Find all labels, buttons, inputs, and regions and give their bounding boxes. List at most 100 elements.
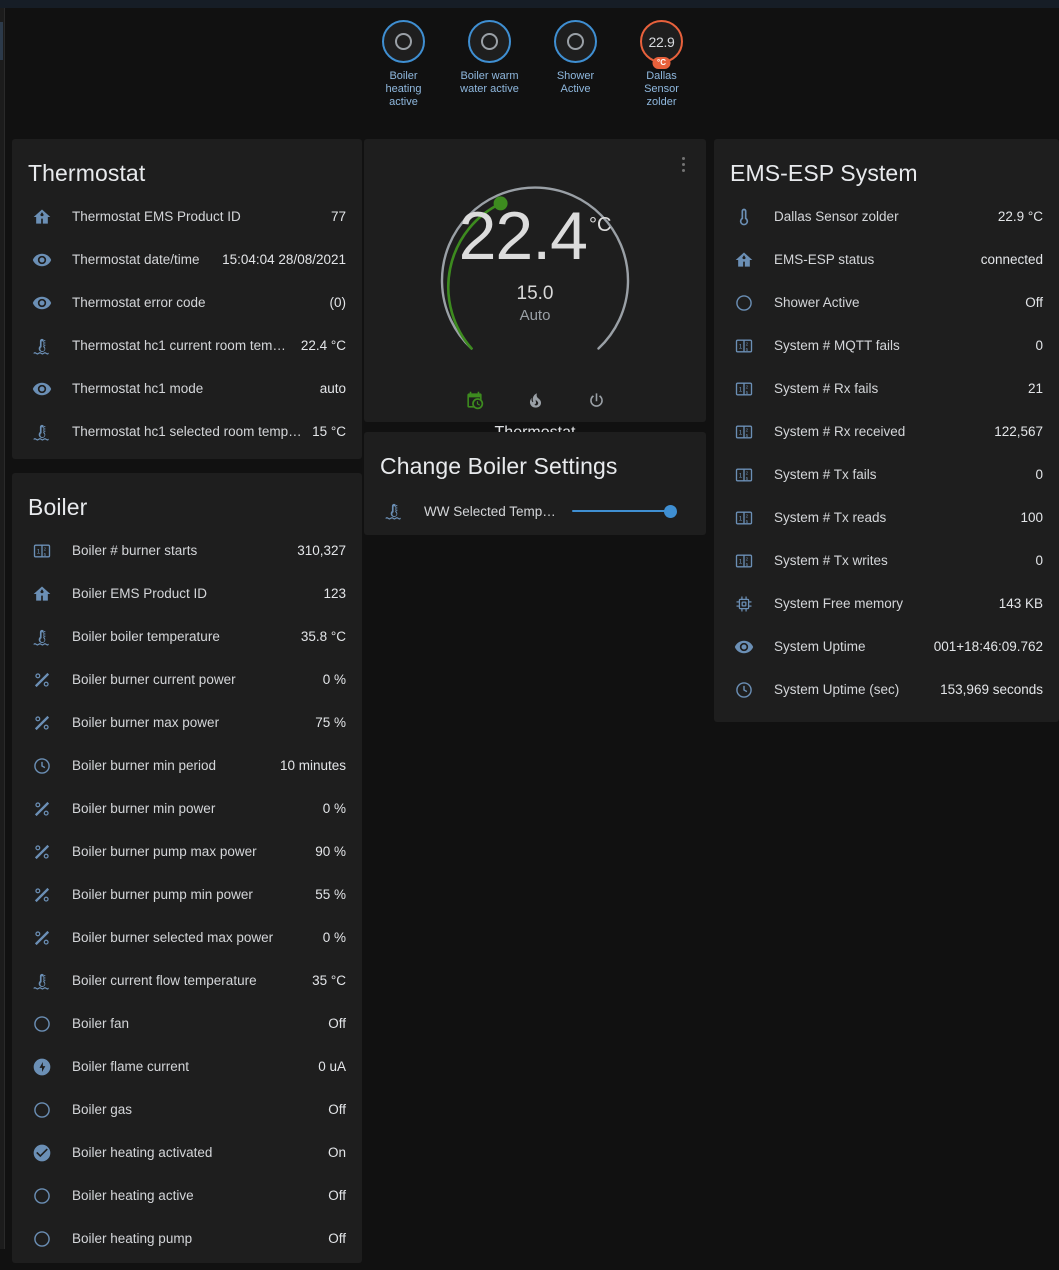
- entity-row[interactable]: Boiler fan Off: [28, 1002, 346, 1045]
- entity-value: 0 %: [322, 672, 346, 687]
- entity-row[interactable]: Boiler burner pump max power 90 %: [28, 830, 346, 873]
- temperature-dial[interactable]: 22.4 °C 15.0 Auto: [405, 153, 665, 383]
- entity-row[interactable]: 1 2 5 System # Tx reads 100: [730, 496, 1043, 539]
- entity-row-list: Thermostat EMS Product ID 77 Thermostat da…: [12, 195, 362, 463]
- entity-row[interactable]: 1 2 5 System # Rx received 122,567: [730, 410, 1043, 453]
- coolant-temperature-icon: [380, 499, 408, 523]
- dots-vertical-icon[interactable]: [672, 151, 694, 177]
- entity-value: auto: [319, 381, 346, 396]
- entity-name: System Free memory: [774, 596, 904, 611]
- entity-name: Boiler burner min power: [72, 801, 216, 816]
- home-thermometer-icon: [28, 582, 56, 606]
- svg-text:1: 1: [739, 386, 743, 393]
- entity-row[interactable]: Boiler burner min period 10 minutes: [28, 744, 346, 787]
- entity-row[interactable]: Boiler burner pump min power 55 %: [28, 873, 346, 916]
- entity-name: System # MQTT fails: [774, 338, 900, 353]
- entity-row[interactable]: 1 2 5 System # MQTT fails 0: [730, 324, 1043, 367]
- entity-row[interactable]: 1 2 5 System # Tx fails 0: [730, 453, 1043, 496]
- entity-name: EMS-ESP status: [774, 252, 875, 267]
- circle-outline-icon: [28, 1184, 56, 1208]
- entity-row[interactable]: Thermostat error code (0): [28, 281, 346, 324]
- entity-row[interactable]: System Uptime 001+18:46:09.762: [730, 625, 1043, 668]
- temperature-unit: °C: [588, 214, 612, 237]
- svg-text:5: 5: [746, 433, 749, 438]
- badge-row: Boiler heating active Boiler warm water a…: [6, 20, 1059, 109]
- entity-name: Boiler fan: [72, 1016, 130, 1031]
- entity-value: 122,567: [994, 424, 1043, 439]
- entity-row[interactable]: Thermostat hc1 selected room temper… 15 °…: [28, 410, 346, 453]
- entity-name: Thermostat hc1 current room temper…: [72, 338, 291, 353]
- entity-row[interactable]: Boiler burner selected max power 0 %: [28, 916, 346, 959]
- badge-label: Dallas Sensor zolder: [644, 70, 679, 108]
- card-title: Change Boiler Settings: [380, 453, 618, 479]
- entity-row[interactable]: Thermostat date/time 15:04:04 28/08/2021: [28, 238, 346, 281]
- state-badge[interactable]: Shower Active: [540, 20, 612, 109]
- card-title: Thermostat: [28, 160, 146, 186]
- dashboard: Boiler heating active Boiler warm water a…: [6, 8, 1059, 1263]
- entity-name: Boiler heating active: [72, 1188, 194, 1203]
- ww-temperature-slider[interactable]: [572, 502, 677, 520]
- state-badge[interactable]: Boiler warm water active: [454, 20, 526, 109]
- entity-row[interactable]: Boiler burner max power 75 %: [28, 701, 346, 744]
- sidebar[interactable]: [0, 8, 5, 1249]
- entity-row[interactable]: Boiler heating pump Off: [28, 1217, 346, 1260]
- target-temperature: 15.0: [516, 282, 554, 304]
- thermometer-icon: [730, 205, 758, 229]
- entity-row[interactable]: Boiler gas Off: [28, 1088, 346, 1131]
- entity-row[interactable]: Boiler heating active Off: [28, 1174, 346, 1217]
- entity-row[interactable]: Dallas Sensor zolder 22.9 °C: [730, 195, 1043, 238]
- clock-icon: [730, 678, 758, 702]
- entity-row[interactable]: Shower Active Off: [730, 281, 1043, 324]
- entity-row[interactable]: System Free memory 143 KB: [730, 582, 1043, 625]
- entity-row[interactable]: Thermostat hc1 current room temper… 22.4 …: [28, 324, 346, 367]
- calendar-clock-icon[interactable]: [461, 387, 487, 413]
- svg-text:2: 2: [746, 513, 749, 518]
- svg-text:2: 2: [746, 470, 749, 475]
- eye-icon: [28, 291, 56, 315]
- state-badge[interactable]: 22.9 °C Dallas Sensor zolder: [626, 20, 698, 109]
- chip-icon: [730, 592, 758, 616]
- entity-row[interactable]: 1 2 5 Boiler # burner starts 310,327: [28, 529, 346, 572]
- entity-name: Boiler burner pump max power: [72, 844, 257, 859]
- dial-handle: [493, 196, 508, 211]
- entity-row[interactable]: Boiler EMS Product ID 123: [28, 572, 346, 615]
- svg-text:2: 2: [746, 341, 749, 346]
- circle-outline-icon: [28, 1227, 56, 1251]
- top-bar: [0, 0, 1059, 8]
- entity-row[interactable]: 1 2 5 System # Rx fails 21: [730, 367, 1043, 410]
- card-title: Boiler: [28, 494, 88, 520]
- entity-name: Thermostat hc1 selected room temper…: [72, 424, 303, 439]
- entity-value: Off: [328, 1188, 346, 1203]
- circle-outline-icon: [28, 1098, 56, 1122]
- entity-row[interactable]: Boiler boiler temperature 35.8 °C: [28, 615, 346, 658]
- entity-row[interactable]: Boiler flame current 0 uA: [28, 1045, 346, 1088]
- svg-text:5: 5: [746, 519, 749, 524]
- eye-icon: [730, 635, 758, 659]
- entity-row[interactable]: 1 2 5 System # Tx writes 0: [730, 539, 1043, 582]
- entity-row[interactable]: Boiler burner min power 0 %: [28, 787, 346, 830]
- power-icon[interactable]: [583, 387, 609, 413]
- entity-row[interactable]: System Uptime (sec) 153,969 seconds: [730, 668, 1043, 711]
- entity-row[interactable]: Thermostat EMS Product ID 77: [28, 195, 346, 238]
- entity-row[interactable]: EMS-ESP status connected: [730, 238, 1043, 281]
- entity-value: (0): [329, 295, 347, 310]
- mode-button-group: [364, 387, 706, 413]
- state-badge[interactable]: Boiler heating active: [368, 20, 440, 109]
- entity-name: Boiler heating activated: [72, 1145, 213, 1160]
- entity-row[interactable]: Boiler current flow temperature 35 °C: [28, 959, 346, 1002]
- boiler-entities-card: Boiler 1 2 5 Boiler # burner starts 310,327 B…: [12, 473, 362, 1263]
- entity-row[interactable]: Thermostat hc1 mode auto: [28, 367, 346, 410]
- entity-value: 10 minutes: [279, 758, 346, 773]
- entity-row[interactable]: Boiler burner current power 0 %: [28, 658, 346, 701]
- badge-label: Boiler warm water active: [460, 70, 519, 95]
- entity-name: Thermostat date/time: [72, 252, 200, 267]
- slider-thumb[interactable]: [664, 504, 677, 518]
- home-thermometer-icon: [28, 205, 56, 229]
- flame-icon[interactable]: [522, 387, 548, 413]
- entity-row[interactable]: Boiler heating activated On: [28, 1131, 346, 1174]
- coolant-temperature-icon: [28, 334, 56, 358]
- percent-icon: [28, 668, 56, 692]
- circle-outline-icon: [28, 1012, 56, 1036]
- slider-label: WW Selected Temperat…: [424, 503, 558, 519]
